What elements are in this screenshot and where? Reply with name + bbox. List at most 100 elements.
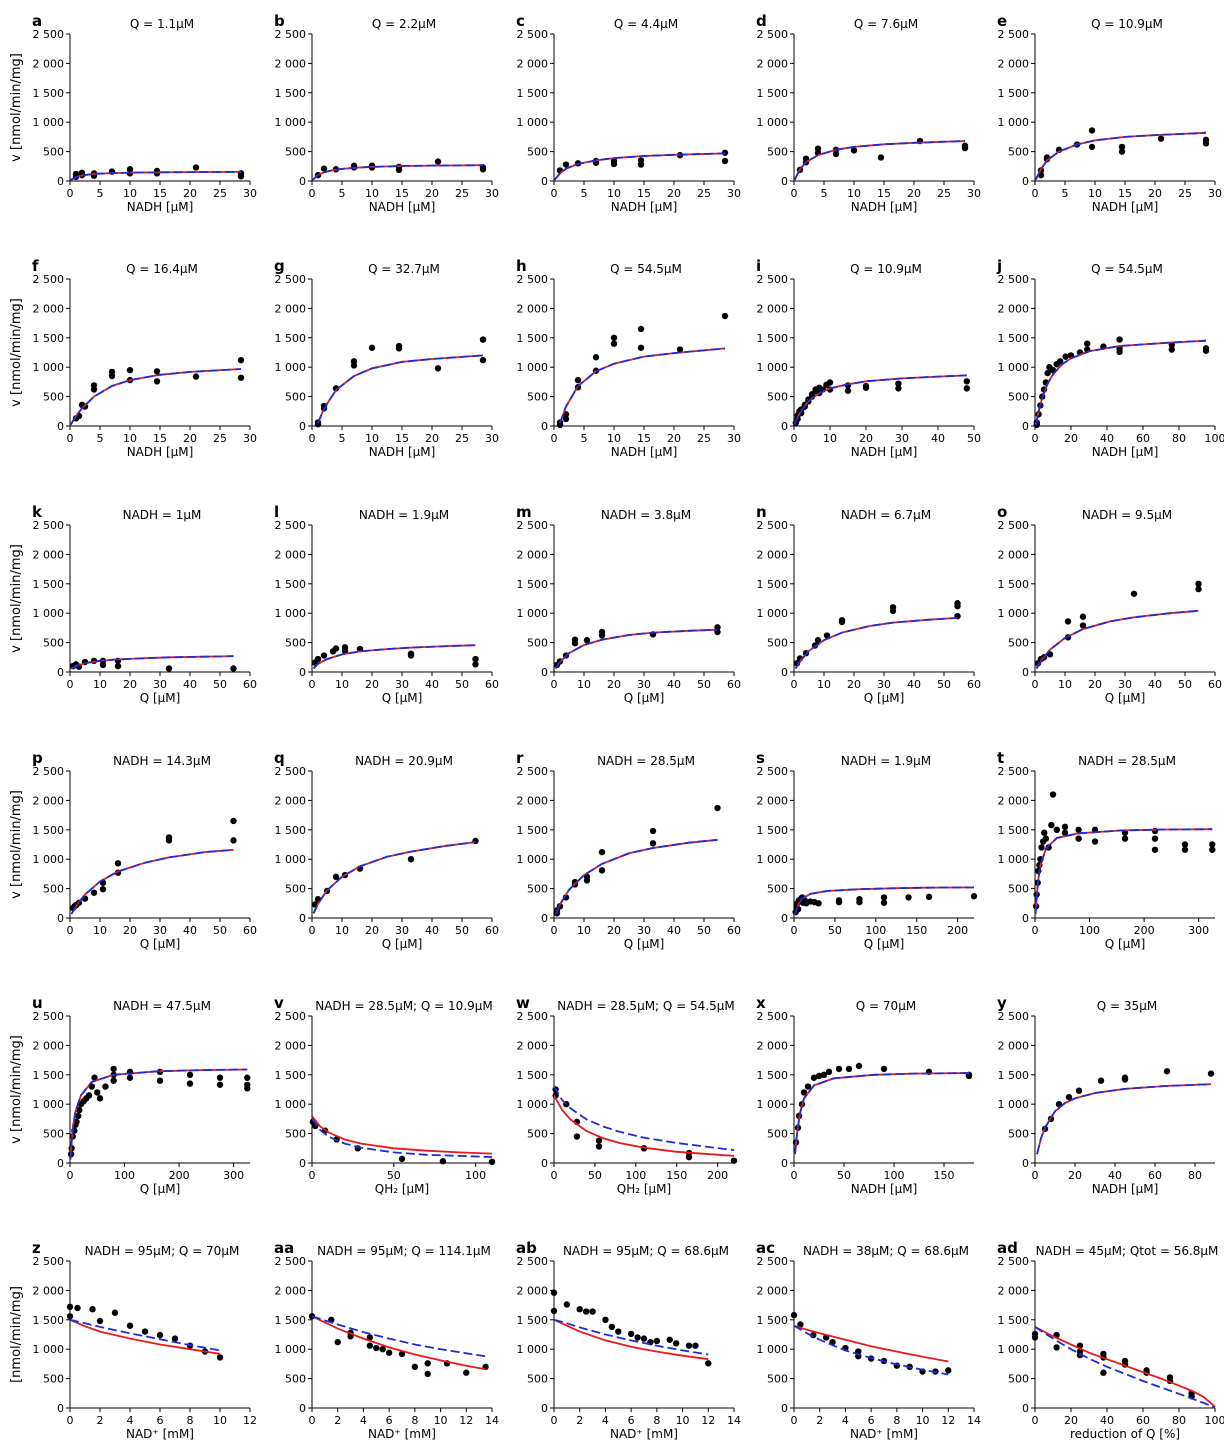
y-tick-label: 2 000: [33, 794, 65, 807]
x-tick-label: 0: [791, 432, 798, 445]
y-tick-label: 1 000: [33, 116, 65, 129]
data-point: [1079, 622, 1087, 629]
y-tick-label: 2 000: [517, 1284, 549, 1297]
x-tick-label: 4: [127, 1414, 134, 1427]
y-tick-label: 500: [767, 883, 788, 896]
x-tick-label: 6: [868, 1414, 875, 1427]
x-tick-label: 50: [213, 678, 227, 691]
data-point: [341, 647, 349, 655]
x-tick-label: 50: [213, 924, 227, 937]
x-tick-label: 30: [485, 432, 499, 445]
data-point: [685, 1153, 693, 1161]
model-curve-dashed: [312, 1118, 493, 1158]
x-tick-label: 10: [1058, 678, 1072, 691]
panel-letter: m: [516, 503, 532, 521]
x-tick-label: 100: [1079, 924, 1100, 937]
y-axis-label: v [nmol/min/mg]: [9, 544, 24, 653]
x-axis-label: Q [μM]: [140, 1182, 181, 1196]
panel-letter: r: [516, 749, 524, 767]
data-point: [880, 899, 888, 906]
data-point: [562, 415, 570, 423]
y-tick-label: 1 000: [517, 1098, 549, 1111]
data-point: [945, 1367, 952, 1374]
x-tick-label: 5: [339, 432, 346, 445]
x-tick-label: 15: [1118, 187, 1132, 200]
panel-letter: c: [516, 12, 525, 30]
y-tick-label: 2 000: [517, 1039, 549, 1052]
x-tick-label: 100: [1205, 1414, 1224, 1427]
x-tick-label: 0: [1032, 1414, 1039, 1427]
data-point: [1121, 1076, 1129, 1083]
y-tick-label: 1 500: [757, 87, 789, 100]
y-tick-label: 1 000: [757, 607, 789, 620]
y-tick-label: 0: [541, 1157, 548, 1170]
y-tick-label: 2 000: [275, 794, 307, 807]
x-tick-label: 10: [93, 924, 107, 937]
data-point: [637, 161, 645, 168]
x-tick-label: 14: [727, 1414, 741, 1427]
y-tick-label: 2 500: [757, 28, 789, 41]
y-tick-label: 500: [527, 883, 548, 896]
x-tick-label: 15: [153, 432, 167, 445]
data-point: [186, 1080, 194, 1087]
model-curve-dashed: [559, 347, 726, 424]
y-tick-label: 1 500: [998, 824, 1030, 837]
data-point: [1038, 844, 1045, 851]
x-tick-label: 0: [791, 1169, 798, 1182]
x-tick-label: 10: [577, 678, 591, 691]
data-point: [439, 1158, 447, 1165]
data-point: [583, 637, 591, 644]
y-tick-label: 2 000: [33, 302, 65, 315]
data-point: [1181, 846, 1189, 853]
x-tick-label: 50: [837, 1169, 851, 1182]
y-tick-label: 1 000: [517, 853, 549, 866]
data-point: [165, 665, 173, 672]
x-tick-label: 40: [425, 924, 439, 937]
x-tick-label: 5: [339, 187, 346, 200]
y-tick-label: 0: [299, 666, 306, 679]
y-tick-label: 0: [541, 175, 548, 188]
x-tick-label: 0: [551, 432, 558, 445]
data-point: [237, 356, 245, 364]
panel-ad: ad NADH = 45μM; Qtot = 56.8μM 0 500 1 000 1 5…: [997, 1239, 1224, 1441]
y-tick-label: 2 000: [517, 548, 549, 561]
data-point: [90, 386, 98, 393]
data-point: [610, 334, 618, 341]
y-tick-label: 500: [767, 146, 788, 159]
x-tick-label: 20: [667, 432, 681, 445]
x-tick-label: 25: [455, 187, 469, 200]
x-tick-label: 80: [1172, 1414, 1186, 1427]
panel-title: Q = 10.9μM: [1091, 17, 1163, 31]
data-point: [856, 898, 863, 906]
x-axis-label: NADH [μM]: [127, 200, 194, 214]
y-tick-label: 500: [767, 1373, 788, 1386]
panel-letter: k: [32, 503, 43, 521]
x-axis-label: Q [μM]: [1105, 691, 1146, 705]
x-tick-label: 10: [335, 678, 349, 691]
y-tick-label: 1 000: [33, 607, 65, 620]
x-tick-label: 80: [1172, 432, 1186, 445]
y-axis-label: [nmol/min/mg]: [9, 1286, 24, 1383]
y-tick-label: 1 000: [275, 607, 307, 620]
data-point: [602, 1316, 609, 1324]
x-tick-label: 6: [386, 1414, 393, 1427]
data-point: [1202, 347, 1210, 354]
data-point: [126, 1322, 134, 1329]
x-tick-label: 25: [213, 187, 227, 200]
data-point: [576, 1306, 583, 1313]
data-point: [1130, 590, 1138, 597]
data-point: [1151, 827, 1159, 835]
y-tick-label: 1 000: [517, 1343, 549, 1356]
data-point: [463, 1369, 470, 1376]
data-point: [814, 637, 822, 644]
x-tick-label: 20: [365, 678, 379, 691]
model-curve-dashed: [554, 1318, 709, 1356]
data-point: [1049, 791, 1057, 798]
x-tick-label: 10: [434, 1414, 448, 1427]
panel-letter: u: [32, 994, 43, 1012]
data-point: [192, 373, 200, 380]
x-tick-label: 100: [114, 1169, 135, 1182]
y-tick-label: 1 000: [998, 853, 1030, 866]
model-curve-dashed: [1036, 1083, 1212, 1155]
y-tick-label: 0: [541, 666, 548, 679]
